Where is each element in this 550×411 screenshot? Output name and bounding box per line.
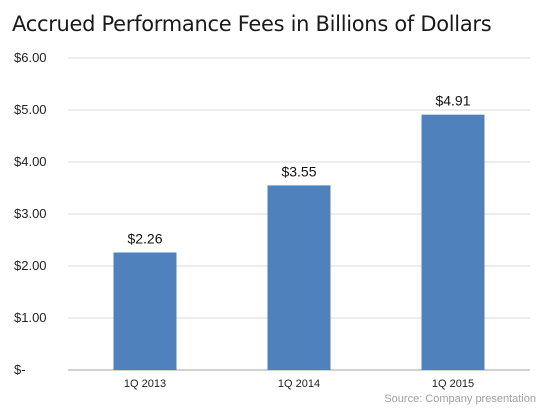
data-label: $3.55 bbox=[281, 163, 316, 179]
x-tick-label: 1Q 2013 bbox=[124, 378, 166, 390]
y-tick-label: $3.00 bbox=[14, 206, 47, 221]
data-label: $4.91 bbox=[435, 93, 470, 109]
x-tick-label: 1Q 2015 bbox=[432, 378, 474, 390]
y-tick-label: $6.00 bbox=[14, 50, 47, 65]
source-note: Source: Company presentation bbox=[384, 393, 536, 405]
y-tick-label: $5.00 bbox=[14, 102, 47, 117]
bar bbox=[421, 114, 485, 371]
data-label: $2.26 bbox=[127, 230, 162, 246]
y-tick-label: $- bbox=[14, 362, 26, 377]
y-tick-label: $4.00 bbox=[14, 154, 47, 169]
x-tick-label: 1Q 2014 bbox=[278, 378, 320, 390]
bars bbox=[113, 114, 485, 371]
bar bbox=[267, 185, 331, 370]
y-tick-label: $2.00 bbox=[14, 258, 47, 273]
labels: $- $1.00 $2.00 $3.00 $4.00 $5.00 $6.00 $2.26 1Q … bbox=[14, 50, 474, 390]
chart-title: Accrued Performance Fees in Billions of … bbox=[12, 12, 492, 36]
y-tick-label: $1.00 bbox=[14, 310, 47, 325]
bar bbox=[113, 252, 177, 370]
